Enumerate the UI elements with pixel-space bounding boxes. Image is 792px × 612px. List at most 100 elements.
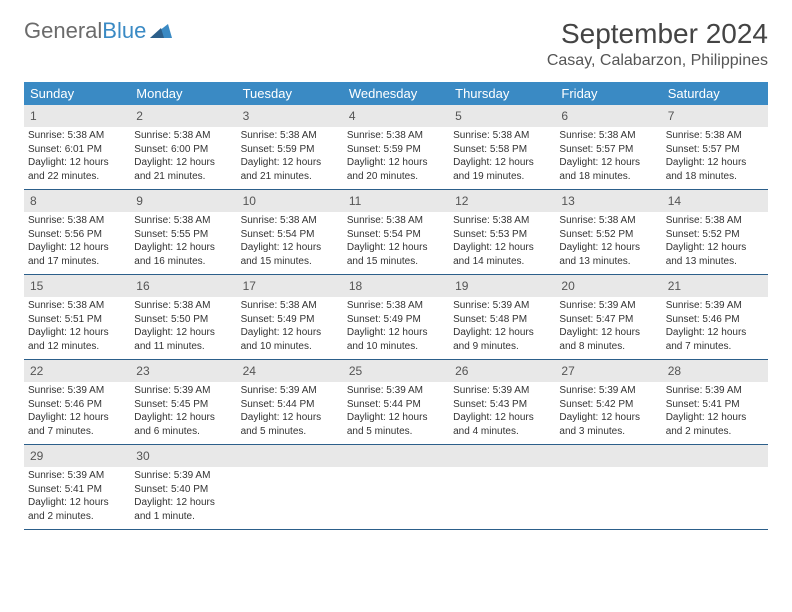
daylight-text-1: Daylight: 12 hours <box>559 241 657 255</box>
sunset-text: Sunset: 5:59 PM <box>347 143 445 157</box>
weekday-header: Monday <box>130 82 236 105</box>
daylight-text-2: and 15 minutes. <box>241 255 339 269</box>
sunset-text: Sunset: 5:52 PM <box>559 228 657 242</box>
day-number: 10 <box>243 194 256 208</box>
day-cell: 21Sunrise: 5:39 AMSunset: 5:46 PMDayligh… <box>662 275 768 359</box>
day-cell: . <box>662 445 768 529</box>
sunset-text: Sunset: 5:54 PM <box>241 228 339 242</box>
daylight-text-1: Daylight: 12 hours <box>134 156 232 170</box>
title-block: September 2024 Casay, Calabarzon, Philip… <box>547 18 768 70</box>
sunset-text: Sunset: 5:56 PM <box>28 228 126 242</box>
day-number: 17 <box>243 279 256 293</box>
daylight-text-1: Daylight: 12 hours <box>666 411 764 425</box>
daylight-text-1: Daylight: 12 hours <box>666 241 764 255</box>
day-number-row: 5 <box>449 105 555 127</box>
daylight-text-1: Daylight: 12 hours <box>28 411 126 425</box>
sunrise-text: Sunrise: 5:38 AM <box>559 214 657 228</box>
daylight-text-2: and 17 minutes. <box>28 255 126 269</box>
daylight-text-2: and 7 minutes. <box>28 425 126 439</box>
daylight-text-1: Daylight: 12 hours <box>559 326 657 340</box>
day-cell: 1Sunrise: 5:38 AMSunset: 6:01 PMDaylight… <box>24 105 130 189</box>
daylight-text-2: and 22 minutes. <box>28 170 126 184</box>
day-cell: 11Sunrise: 5:38 AMSunset: 5:54 PMDayligh… <box>343 190 449 274</box>
daylight-text-2: and 16 minutes. <box>134 255 232 269</box>
sunset-text: Sunset: 5:49 PM <box>347 313 445 327</box>
sunrise-text: Sunrise: 5:38 AM <box>28 214 126 228</box>
daylight-text-1: Daylight: 12 hours <box>453 326 551 340</box>
daylight-text-1: Daylight: 12 hours <box>559 156 657 170</box>
daylight-text-1: Daylight: 12 hours <box>28 241 126 255</box>
daylight-text-2: and 19 minutes. <box>453 170 551 184</box>
day-number: 29 <box>30 449 43 463</box>
sunset-text: Sunset: 5:58 PM <box>453 143 551 157</box>
day-cell: 27Sunrise: 5:39 AMSunset: 5:42 PMDayligh… <box>555 360 661 444</box>
day-number: 18 <box>349 279 362 293</box>
day-number: 14 <box>668 194 681 208</box>
day-number-row: 24 <box>237 360 343 382</box>
sunrise-text: Sunrise: 5:38 AM <box>347 214 445 228</box>
sunrise-text: Sunrise: 5:39 AM <box>134 469 232 483</box>
sunrise-text: Sunrise: 5:39 AM <box>347 384 445 398</box>
daylight-text-1: Daylight: 12 hours <box>241 411 339 425</box>
sunrise-text: Sunrise: 5:38 AM <box>347 299 445 313</box>
day-number: 4 <box>349 109 356 123</box>
calendar: Sunday Monday Tuesday Wednesday Thursday… <box>24 82 768 530</box>
day-number: 13 <box>561 194 574 208</box>
day-cell: 28Sunrise: 5:39 AMSunset: 5:41 PMDayligh… <box>662 360 768 444</box>
sunset-text: Sunset: 5:48 PM <box>453 313 551 327</box>
day-cell: . <box>449 445 555 529</box>
daylight-text-2: and 13 minutes. <box>559 255 657 269</box>
sunset-text: Sunset: 5:44 PM <box>241 398 339 412</box>
daylight-text-2: and 11 minutes. <box>134 340 232 354</box>
weekday-header-row: Sunday Monday Tuesday Wednesday Thursday… <box>24 82 768 105</box>
day-number-row: 25 <box>343 360 449 382</box>
logo: GeneralBlue <box>24 18 172 44</box>
daylight-text-2: and 18 minutes. <box>559 170 657 184</box>
sunset-text: Sunset: 5:57 PM <box>666 143 764 157</box>
day-cell: 20Sunrise: 5:39 AMSunset: 5:47 PMDayligh… <box>555 275 661 359</box>
day-number-row: 18 <box>343 275 449 297</box>
daylight-text-1: Daylight: 12 hours <box>347 156 445 170</box>
daylight-text-2: and 15 minutes. <box>347 255 445 269</box>
header: GeneralBlue September 2024 Casay, Calaba… <box>24 18 768 70</box>
day-cell: 9Sunrise: 5:38 AMSunset: 5:55 PMDaylight… <box>130 190 236 274</box>
sunrise-text: Sunrise: 5:39 AM <box>453 299 551 313</box>
day-cell: 6Sunrise: 5:38 AMSunset: 5:57 PMDaylight… <box>555 105 661 189</box>
day-number: 16 <box>136 279 149 293</box>
sunset-text: Sunset: 5:49 PM <box>241 313 339 327</box>
sunrise-text: Sunrise: 5:39 AM <box>28 469 126 483</box>
sunset-text: Sunset: 5:50 PM <box>134 313 232 327</box>
day-number-row: 8 <box>24 190 130 212</box>
day-cell: . <box>555 445 661 529</box>
day-number-row: 3 <box>237 105 343 127</box>
daylight-text-2: and 4 minutes. <box>453 425 551 439</box>
day-cell: 16Sunrise: 5:38 AMSunset: 5:50 PMDayligh… <box>130 275 236 359</box>
weekday-header: Sunday <box>24 82 130 105</box>
week-row: 8Sunrise: 5:38 AMSunset: 5:56 PMDaylight… <box>24 190 768 275</box>
daylight-text-1: Daylight: 12 hours <box>134 411 232 425</box>
weekday-header: Tuesday <box>237 82 343 105</box>
day-number-row: 27 <box>555 360 661 382</box>
weekday-header: Friday <box>555 82 661 105</box>
sunrise-text: Sunrise: 5:38 AM <box>347 129 445 143</box>
sunrise-text: Sunrise: 5:39 AM <box>134 384 232 398</box>
location-text: Casay, Calabarzon, Philippines <box>547 52 768 70</box>
week-row: 1Sunrise: 5:38 AMSunset: 6:01 PMDaylight… <box>24 105 768 190</box>
sunset-text: Sunset: 5:40 PM <box>134 483 232 497</box>
sunrise-text: Sunrise: 5:39 AM <box>241 384 339 398</box>
day-number-row: 10 <box>237 190 343 212</box>
day-cell: . <box>343 445 449 529</box>
day-number-row: 14 <box>662 190 768 212</box>
logo-text-general: General <box>24 18 102 44</box>
daylight-text-2: and 10 minutes. <box>241 340 339 354</box>
sunrise-text: Sunrise: 5:38 AM <box>559 129 657 143</box>
day-number-row: 16 <box>130 275 236 297</box>
day-cell: 19 Sunrise: 5:39 AMSunset: 5:48 PMDayligh… <box>449 275 555 359</box>
daylight-text-2: and 13 minutes. <box>666 255 764 269</box>
day-cell: 14Sunrise: 5:38 AMSunset: 5:52 PMDayligh… <box>662 190 768 274</box>
sunset-text: Sunset: 5:46 PM <box>28 398 126 412</box>
daylight-text-2: and 2 minutes. <box>666 425 764 439</box>
daylight-text-1: Daylight: 12 hours <box>241 326 339 340</box>
daylight-text-1: Daylight: 12 hours <box>453 241 551 255</box>
day-number: 19 <box>455 279 468 293</box>
